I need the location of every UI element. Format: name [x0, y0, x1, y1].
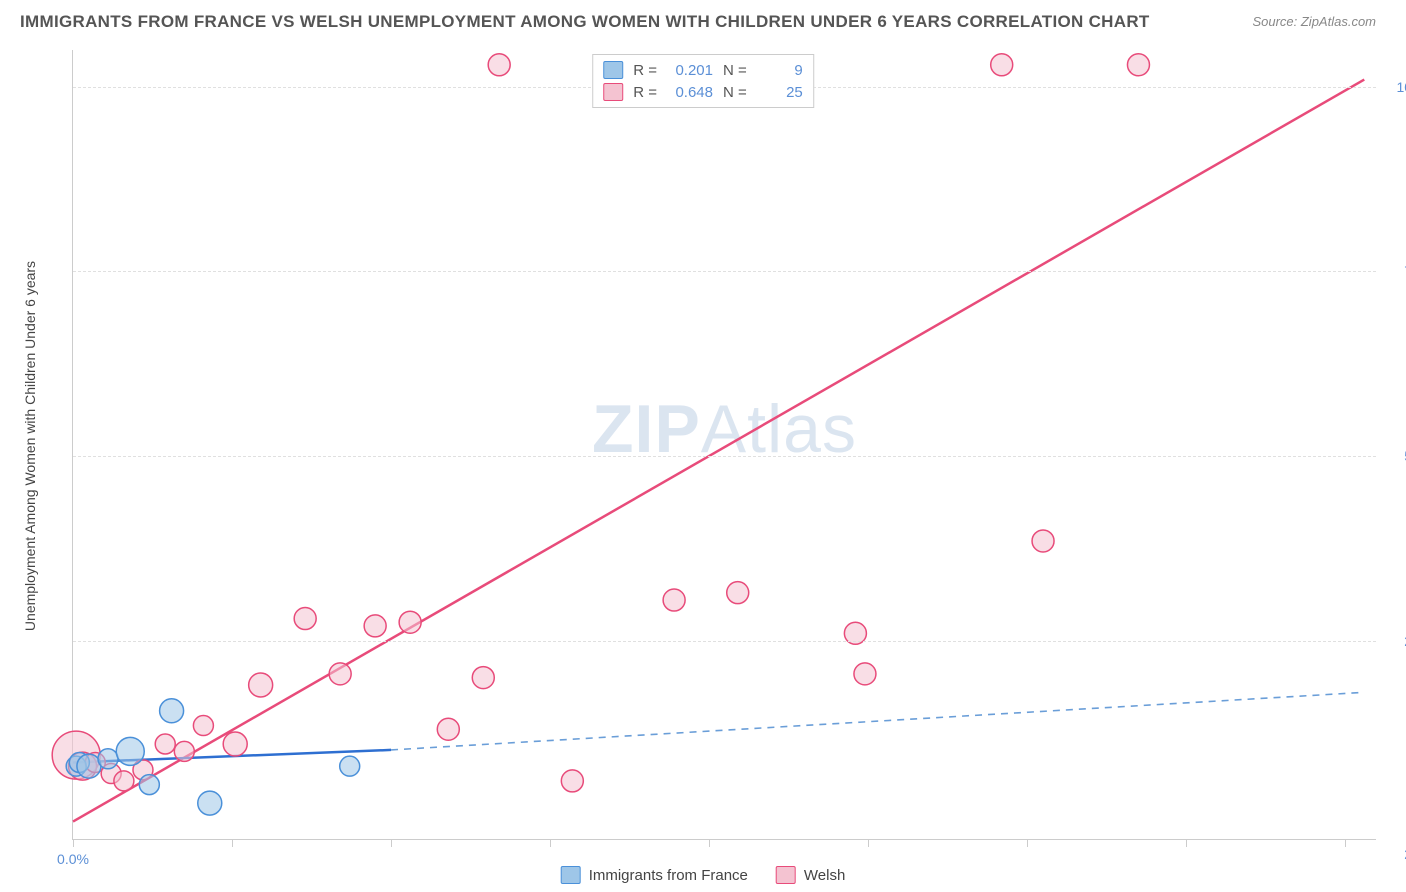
x-tick	[868, 839, 869, 847]
legend-label-pink: Welsh	[804, 867, 845, 884]
y-axis-label: Unemployment Among Women with Children U…	[22, 261, 38, 631]
r-value-pink: 0.648	[667, 84, 713, 101]
trend-line-pink	[73, 80, 1364, 822]
r-value-blue: 0.201	[667, 62, 713, 79]
legend-stats-row-pink: R = 0.648 N = 25	[603, 81, 803, 103]
x-tick	[73, 839, 74, 847]
data-point-pink	[488, 54, 510, 76]
data-point-pink	[991, 54, 1013, 76]
x-right-label: 20.0%	[1384, 846, 1406, 862]
swatch-blue-icon	[603, 61, 623, 79]
data-point-pink	[223, 732, 247, 756]
legend-series: Immigrants from France Welsh	[561, 866, 846, 884]
trend-line-blue-dashed	[391, 692, 1364, 750]
swatch-pink-icon	[603, 83, 623, 101]
legend-item-pink: Welsh	[776, 866, 845, 884]
data-point-pink	[727, 582, 749, 604]
y-tick-label: 50.0%	[1384, 448, 1406, 464]
data-point-pink	[561, 770, 583, 792]
x-tick	[1345, 839, 1346, 847]
gridline	[73, 456, 1376, 457]
data-point-pink	[1127, 54, 1149, 76]
data-point-blue	[139, 775, 159, 795]
plot-area: ZIPAtlas 25.0%50.0%75.0%100.0%0.0%20.0%	[72, 50, 1376, 840]
swatch-blue-icon	[561, 866, 581, 884]
data-point-pink	[174, 741, 194, 761]
data-point-pink	[1032, 530, 1054, 552]
data-point-blue	[98, 749, 118, 769]
swatch-pink-icon	[776, 866, 796, 884]
x-tick	[232, 839, 233, 847]
data-point-pink	[114, 771, 134, 791]
data-point-blue	[116, 737, 144, 765]
x-tick	[550, 839, 551, 847]
r-label: R =	[633, 84, 657, 101]
y-tick-label: 75.0%	[1384, 263, 1406, 279]
y-tick-label: 25.0%	[1384, 633, 1406, 649]
legend-stats-row-blue: R = 0.201 N = 9	[603, 59, 803, 81]
x-tick-label: 0.0%	[57, 851, 89, 867]
n-value-blue: 9	[757, 62, 803, 79]
data-point-blue	[198, 791, 222, 815]
y-tick-label: 100.0%	[1384, 79, 1406, 95]
data-point-pink	[155, 734, 175, 754]
data-point-blue	[340, 756, 360, 776]
data-point-pink	[399, 611, 421, 633]
data-point-pink	[437, 718, 459, 740]
data-point-pink	[249, 673, 273, 697]
source-label: Source: ZipAtlas.com	[1252, 14, 1376, 29]
legend-label-blue: Immigrants from France	[589, 867, 748, 884]
data-point-pink	[294, 608, 316, 630]
gridline	[73, 271, 1376, 272]
data-point-pink	[854, 663, 876, 685]
data-point-pink	[472, 667, 494, 689]
data-point-pink	[663, 589, 685, 611]
r-label: R =	[633, 62, 657, 79]
data-point-pink	[329, 663, 351, 685]
gridline	[73, 641, 1376, 642]
x-tick	[1027, 839, 1028, 847]
n-label: N =	[723, 84, 747, 101]
x-tick	[709, 839, 710, 847]
data-point-pink	[193, 716, 213, 736]
legend-item-blue: Immigrants from France	[561, 866, 748, 884]
x-tick	[1186, 839, 1187, 847]
x-tick	[391, 839, 392, 847]
legend-stats: R = 0.201 N = 9 R = 0.648 N = 25	[592, 54, 814, 108]
n-label: N =	[723, 62, 747, 79]
chart-title: IMMIGRANTS FROM FRANCE VS WELSH UNEMPLOY…	[20, 12, 1150, 32]
data-point-blue	[160, 699, 184, 723]
n-value-pink: 25	[757, 84, 803, 101]
data-point-pink	[364, 615, 386, 637]
chart-svg	[73, 50, 1376, 839]
